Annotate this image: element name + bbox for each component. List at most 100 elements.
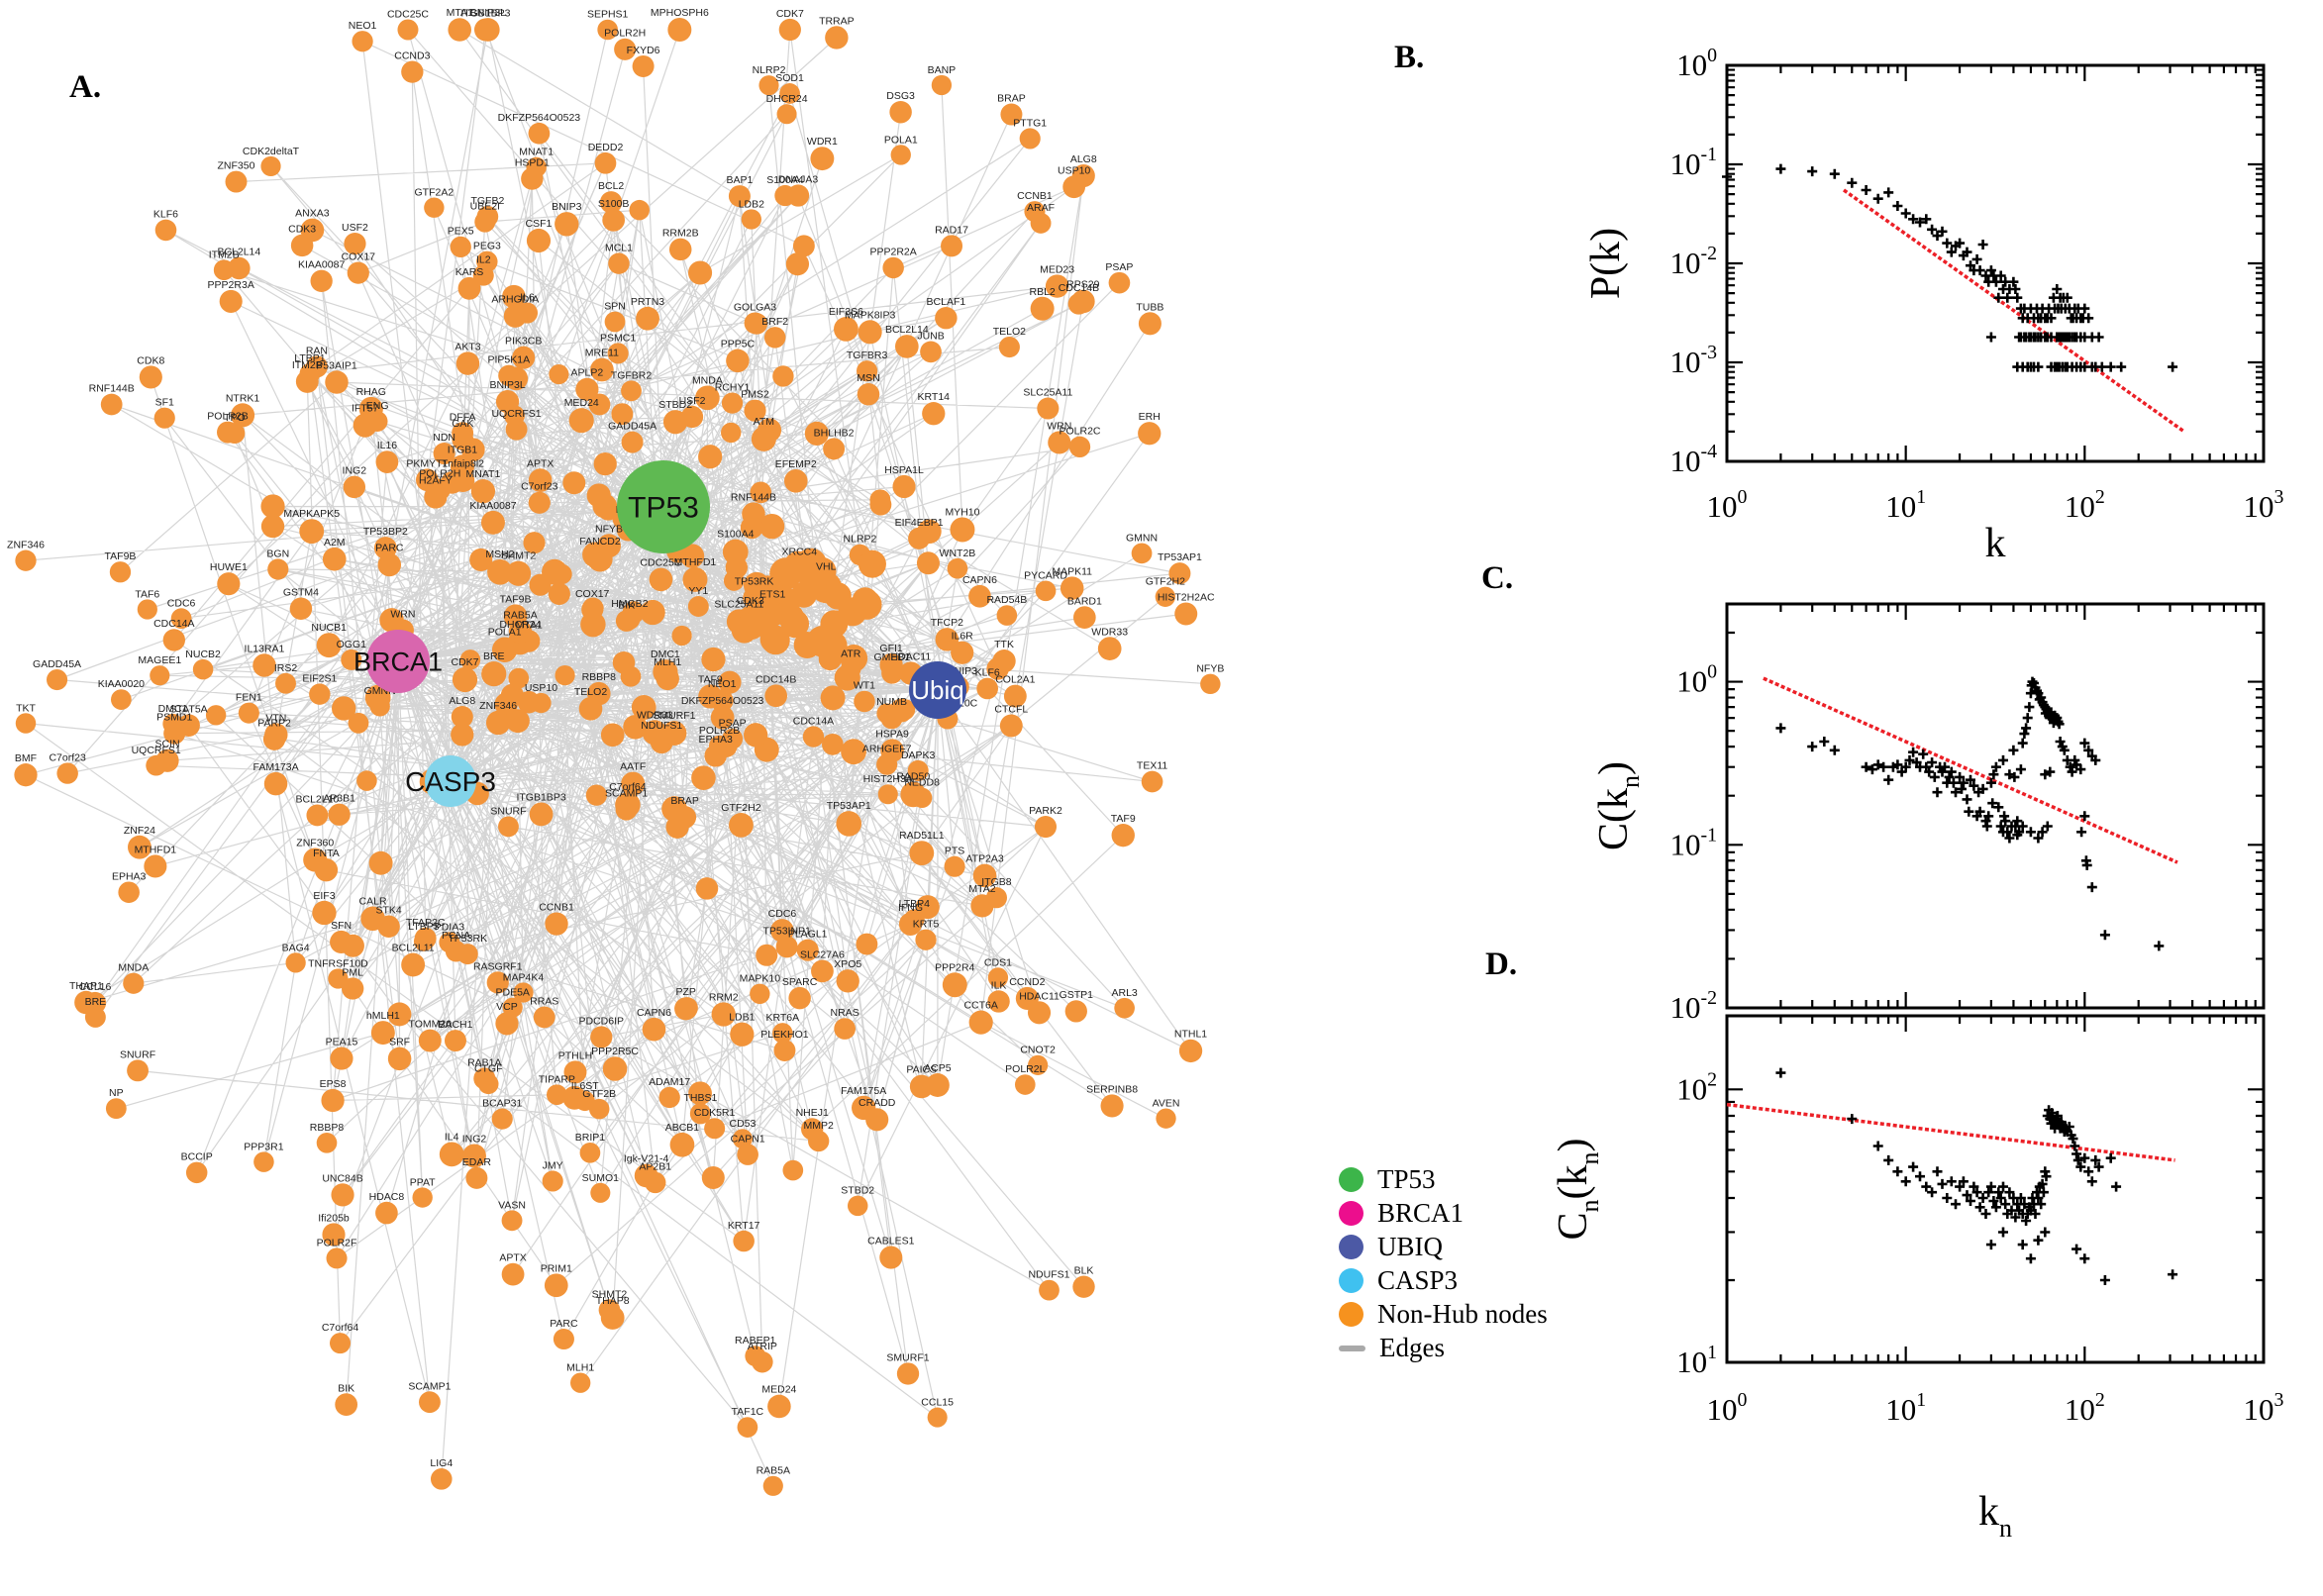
network-node <box>1068 436 1091 458</box>
network-node <box>730 1022 755 1047</box>
network-node <box>834 1018 857 1040</box>
network-node-label: NLRP2 <box>844 534 877 546</box>
network-node <box>856 933 878 955</box>
network-node <box>687 596 709 617</box>
network-node-label: DSG3 <box>886 90 915 102</box>
network-node-label: KRT6A <box>765 1012 799 1024</box>
network-node <box>661 796 687 822</box>
network-node <box>231 403 255 428</box>
network-node <box>137 599 157 620</box>
network-node <box>352 31 373 52</box>
network-node-label: IRS2 <box>274 662 298 674</box>
network-node <box>1035 580 1057 602</box>
plot-frame <box>1725 602 2266 1010</box>
network-node <box>667 18 692 42</box>
network-node-label: CDK7 <box>452 656 479 668</box>
network-node <box>343 475 366 499</box>
network-node <box>1156 1108 1176 1129</box>
network-node <box>593 452 617 476</box>
network-node-label: CDC25C <box>387 8 429 20</box>
network-node <box>347 261 369 284</box>
network-node-label: GAK <box>452 418 473 430</box>
plot-frame <box>1725 1014 2266 1364</box>
network-node-label: PIP5K1A <box>488 354 531 366</box>
network-node-label: NFYB <box>595 523 623 535</box>
network-node <box>491 1108 513 1130</box>
network-node-label: GTF2A2 <box>415 187 454 199</box>
network-node-label: SHMT2 <box>592 1288 628 1300</box>
network-node-label: HDAC11 <box>891 650 932 662</box>
network-node-label: RCHY1 <box>715 381 751 393</box>
network-node-label: NTRK1 <box>226 392 260 404</box>
network-node-label: MSH2 <box>485 549 514 560</box>
network-node <box>487 558 513 585</box>
network-node-label: ANXA3 <box>295 208 330 220</box>
network-node-label: C7orf64 <box>322 1322 359 1334</box>
network-node-label: IFT57 <box>352 403 379 415</box>
network-node <box>401 60 424 83</box>
network-node <box>847 1195 868 1217</box>
edge-line-icon <box>1339 1345 1365 1351</box>
network-node <box>602 208 626 232</box>
panel-b-letter: B. <box>1394 40 1425 75</box>
network-node-label: CDC25C <box>640 557 681 569</box>
network-node-label: EIF3 <box>313 890 335 902</box>
tick-label: 10-1 <box>1669 144 1717 181</box>
network-node-label: CCND3 <box>394 50 430 61</box>
network-node-label: ITGB1 <box>448 444 478 455</box>
network-node <box>665 815 689 839</box>
network-node-label: COX17 <box>575 588 610 600</box>
network-node-label: MLH1 <box>654 656 681 668</box>
network-node <box>476 250 498 273</box>
network-node <box>309 683 331 705</box>
network-node <box>750 481 772 504</box>
network-node <box>321 1088 345 1113</box>
network-node-label: ZNF360 <box>296 837 334 848</box>
network-node <box>341 934 364 957</box>
network-node <box>1178 1039 1203 1063</box>
network-node-label: SMURF1 <box>886 1351 929 1363</box>
network-node <box>890 145 911 165</box>
network-node <box>877 784 898 805</box>
network-node-label: BHLHB2 <box>814 427 855 439</box>
network-node <box>590 357 614 382</box>
network-node-label: TOMM20 <box>408 1019 452 1031</box>
ubiq-dot-icon <box>1339 1235 1364 1259</box>
network-node <box>779 83 800 104</box>
network-node <box>834 664 860 691</box>
legend-label: TP53 <box>1377 1164 1436 1194</box>
network-node <box>636 306 659 331</box>
network-node <box>726 349 750 373</box>
network-node-label: SHMT2 <box>501 550 537 562</box>
network-node-label: RAD50 <box>896 770 930 782</box>
network-node-label: BIK <box>618 599 635 611</box>
network-node <box>708 735 731 756</box>
network-node-label: EPHA3 <box>112 870 147 882</box>
network-node-label: TFAP2C <box>406 917 446 929</box>
network-node-label: MED24 <box>761 1384 796 1396</box>
network-node-label: VASN <box>498 1199 526 1211</box>
network-node <box>671 625 692 647</box>
network-node <box>869 493 892 516</box>
network-node <box>751 575 784 609</box>
network-node <box>629 199 650 221</box>
network-node <box>744 723 768 748</box>
network-node <box>123 972 145 994</box>
network-node <box>668 238 692 261</box>
network-node-label: ITGB1BP3 <box>516 792 565 804</box>
network-node-label: CSF1 <box>526 218 553 230</box>
network-node-label: USP10 <box>1058 164 1090 176</box>
network-node <box>679 544 705 568</box>
network-node <box>451 723 474 747</box>
network-node-label: COX17 <box>342 250 376 262</box>
network-node-label: AKT3 <box>454 341 480 352</box>
network-node <box>1037 397 1060 420</box>
network-node <box>513 982 534 1003</box>
network-node <box>192 658 214 680</box>
network-node-label: TAF1C <box>732 1406 764 1418</box>
network-node-label: SNURF <box>120 1048 155 1060</box>
network-node-label: SFN <box>331 920 352 932</box>
network-node-label: CDC14A <box>793 715 834 727</box>
network-node-label: BIK <box>338 1382 354 1394</box>
network-node <box>217 572 241 596</box>
